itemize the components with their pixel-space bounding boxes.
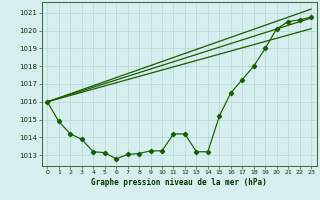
X-axis label: Graphe pression niveau de la mer (hPa): Graphe pression niveau de la mer (hPa) <box>91 178 267 187</box>
